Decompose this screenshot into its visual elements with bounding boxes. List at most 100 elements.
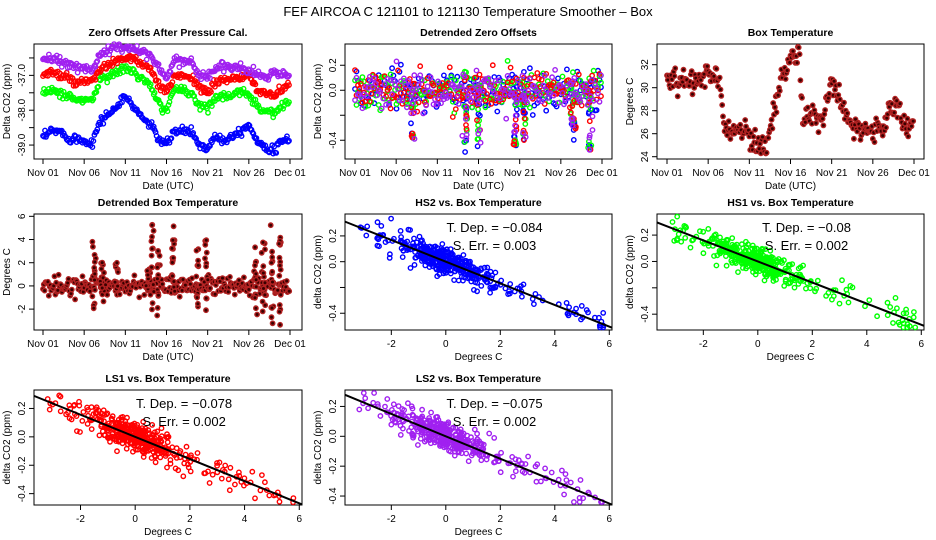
data-point-HS1 — [522, 121, 529, 127]
regression-line — [344, 393, 613, 506]
data-point-LS2 — [438, 100, 444, 107]
data-point — [397, 431, 404, 438]
data-point — [374, 219, 381, 226]
x-tick-label: Nov 01 — [651, 168, 683, 179]
data-point-LS2 — [408, 90, 415, 97]
y-axis-label: delta CO2 (ppm) — [313, 235, 324, 309]
data-point-LS2 — [511, 94, 518, 101]
data-point-temperature — [155, 292, 162, 299]
data-point-temperature — [156, 252, 163, 259]
data-point-LS2 — [540, 82, 547, 89]
data-point-LS2 — [522, 134, 529, 141]
data-point-LS2 — [584, 102, 591, 108]
data-point-temperature — [169, 259, 176, 266]
y-tick-label: -37.0 — [17, 64, 28, 87]
annotation-temperature-dependence: T. Dep. = −0.084 — [446, 220, 542, 235]
x-tick-label: Nov 26 — [545, 168, 577, 179]
data-point-temperature — [154, 264, 161, 271]
data-point — [866, 297, 873, 303]
data-point-LS1 — [569, 103, 576, 109]
data-point-temperature — [148, 252, 155, 259]
data-point — [814, 277, 821, 284]
data-point — [559, 467, 565, 474]
data-point-LS2 — [392, 81, 398, 88]
data-point-LS2 — [473, 67, 480, 74]
y-axis-label: Degrees C — [2, 248, 13, 296]
data-point — [123, 445, 130, 452]
y-tick-label: -38.0 — [17, 98, 28, 121]
data-point-temperature — [261, 291, 268, 298]
data-point-temperature — [99, 285, 106, 291]
data-point-LS2 — [74, 69, 81, 76]
data-point — [874, 313, 880, 320]
data-point-LS2 — [472, 81, 478, 88]
data-point — [164, 439, 171, 446]
data-point — [903, 306, 909, 313]
plot-title: HS2 vs. Box Temperature — [415, 197, 542, 209]
data-point-temperature — [252, 262, 258, 269]
data-point — [150, 448, 157, 455]
data-point-LS2 — [485, 75, 492, 82]
x-tick-label: Nov 26 — [233, 339, 265, 350]
data-point — [791, 284, 798, 291]
data-point — [563, 477, 570, 483]
series-HS2 — [40, 93, 292, 157]
data-point-LS2 — [589, 113, 596, 120]
data-point — [371, 390, 377, 396]
data-point — [687, 244, 694, 251]
data-point-HS2 — [474, 143, 481, 150]
data-point-temperature — [737, 121, 744, 128]
data-point-LS2 — [520, 129, 526, 136]
data-point-temperature — [786, 59, 793, 66]
data-point-HS1 — [448, 74, 455, 80]
x-tick-label: Nov 16 — [775, 168, 807, 179]
data-point-LS2 — [397, 78, 404, 85]
data-point — [519, 293, 525, 300]
y-tick-label: 24 — [640, 151, 651, 163]
data-point-temperature — [841, 99, 847, 106]
data-point-LS2 — [596, 98, 603, 105]
data-point-temperature — [819, 115, 826, 122]
data-point-LS2 — [454, 93, 461, 100]
data-point-temperature — [902, 120, 908, 127]
data-point-HS2 — [188, 124, 195, 130]
data-point-LS2 — [411, 72, 418, 79]
x-axis-label: Date (UTC) — [765, 181, 816, 192]
y-tick-label: -0.4 — [328, 487, 339, 505]
data-point — [890, 320, 896, 326]
data-point — [829, 296, 835, 303]
data-point-HS2 — [527, 65, 533, 72]
y-tick-label: -0.2 — [328, 457, 339, 475]
data-point-temperature — [776, 87, 783, 94]
x-tick-label: Nov 11 — [110, 168, 141, 179]
data-point-temperature — [176, 293, 183, 300]
data-point-temperature — [252, 270, 259, 277]
data-point-temperature — [171, 288, 178, 295]
data-point-temperature — [99, 259, 106, 266]
data-point-LS2 — [133, 43, 140, 49]
data-point — [887, 304, 894, 310]
data-point-temperature — [820, 122, 827, 129]
data-point-temperature — [72, 296, 79, 303]
data-point-LS2 — [94, 58, 101, 64]
data-point — [674, 213, 681, 220]
data-point — [566, 304, 572, 311]
x-tick-label: Nov 11 — [110, 339, 141, 350]
x-tick-label: 4 — [864, 339, 870, 350]
data-point-LS1 — [381, 73, 388, 80]
data-point-HS1 — [164, 108, 171, 115]
data-point — [377, 413, 384, 419]
data-point-temperature — [240, 274, 247, 281]
x-axis-label: Degrees C — [455, 527, 503, 538]
data-point-HS2 — [543, 107, 550, 114]
data-point-temperature — [148, 238, 155, 245]
data-point-LS2 — [476, 127, 483, 134]
x-axis-label: Date (UTC) — [453, 181, 504, 192]
data-point — [713, 262, 720, 269]
data-point-LS2 — [580, 93, 587, 99]
data-point-temperature — [908, 123, 915, 130]
x-tick-label: 4 — [242, 514, 248, 525]
data-point — [451, 277, 457, 283]
data-point-LS2 — [587, 93, 594, 100]
annotation-temperature-dependence: T. Dep. = −0.075 — [446, 396, 542, 411]
